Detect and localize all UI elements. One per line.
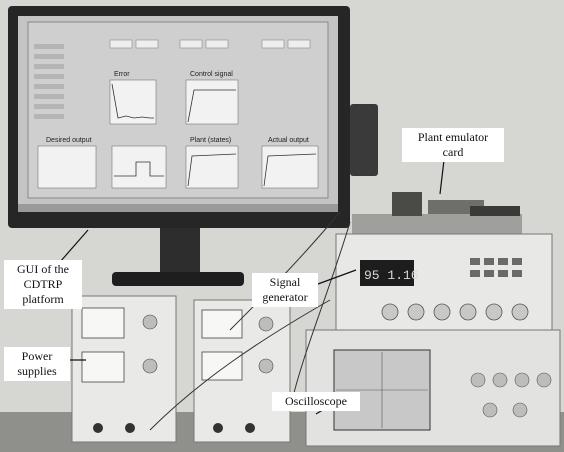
plot-reference <box>111 145 167 189</box>
signal-generator-callout: Signal generator <box>252 273 318 307</box>
signal-generator: 95 1.16 <box>335 233 553 335</box>
plot-error: Error <box>109 71 157 125</box>
monitor: Error Control signal Desired output Plan… <box>8 6 350 286</box>
plant-emulator-line-2: card <box>442 145 464 159</box>
gui-line-2: CDTRP <box>23 277 63 291</box>
plot-desired-output: Desired output <box>37 137 97 189</box>
plot-control-signal-title: Control signal <box>190 71 233 78</box>
plot-plant-states-title: Plant (states) <box>190 137 231 144</box>
plot-actual-output: Actual output <box>261 137 319 189</box>
plot-error-title: Error <box>114 71 130 78</box>
signal-generator-line-1: Signal <box>269 275 301 289</box>
power-supplies-callout: Power supplies <box>4 347 70 381</box>
power-supply-left <box>71 295 177 443</box>
plot-control-signal: Control signal <box>185 71 239 125</box>
gui-line-1: GUI of the <box>17 262 69 276</box>
gui-line-3: platform <box>22 292 64 306</box>
gui-callout: GUI of the CDTRP platform <box>4 260 82 309</box>
monitor-neck <box>160 228 200 274</box>
power-supplies-line-2: supplies <box>17 364 57 378</box>
oscilloscope-knobs <box>470 372 552 418</box>
plant-emulator-line-1: Plant emulator <box>417 130 489 144</box>
oscilloscope-label: Oscilloscope <box>285 394 347 408</box>
power-supplies-line-1: Power <box>21 349 53 363</box>
oscilloscope <box>305 329 561 447</box>
monitor-base <box>112 272 244 286</box>
relay-bracket <box>350 104 378 176</box>
taskbar <box>18 204 338 212</box>
power-supply-right <box>193 299 291 443</box>
plot-actual-output-title: Actual output <box>268 137 309 144</box>
plot-plant-states: Plant (states) <box>185 137 239 189</box>
plant-emulator-card <box>350 104 522 234</box>
signal-generator-display <box>360 260 414 286</box>
signal-generator-buttons <box>470 258 522 277</box>
oscilloscope-callout: Oscilloscope <box>272 392 360 411</box>
signal-generator-knobs <box>381 303 529 321</box>
plot-desired-output-title: Desired output <box>46 137 92 144</box>
gui-top-buttons <box>109 39 311 49</box>
plant-emulator-callout: Plant emulator card <box>402 128 504 162</box>
signal-generator-readout: 95 1.16 <box>364 268 419 283</box>
signal-generator-line-2: generator <box>262 290 308 304</box>
gui-left-controls <box>34 44 64 119</box>
